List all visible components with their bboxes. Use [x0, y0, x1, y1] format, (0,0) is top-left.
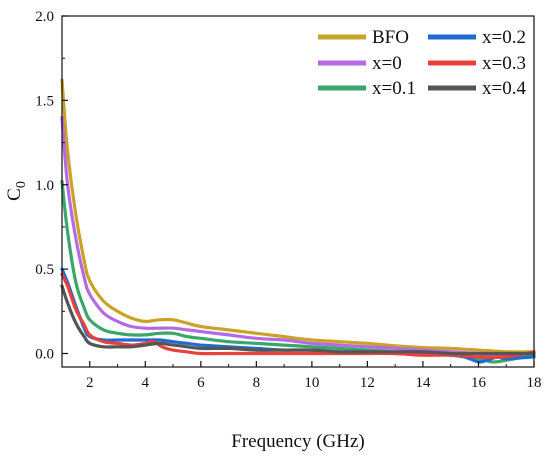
x-tick-label: 18: [527, 375, 542, 391]
x-tick-label: 8: [253, 375, 261, 391]
series-line-bfo: [60, 78, 536, 354]
y-tick-label: 0.0: [35, 347, 54, 363]
x-tick-label: 14: [415, 375, 431, 391]
y-axis-title-main: C: [4, 188, 25, 201]
x-tick-label: 16: [471, 375, 487, 391]
y-axis-title: C0: [4, 181, 29, 201]
series-line-x-0-4: [60, 284, 536, 356]
legend-label: x=0.3: [482, 53, 526, 74]
legend-label: x=0.2: [482, 27, 526, 48]
ticks-layer: 2 4 6 8 10 12 14 16 18 0.0 0.5 1.0 1.5 2.0: [35, 9, 541, 391]
legend-label: x=0.4: [482, 78, 526, 99]
x-tick-label: 2: [86, 375, 94, 391]
y-tick-label: 2.0: [35, 9, 54, 25]
y-tick-label: 1.0: [35, 178, 54, 194]
legend-label: x=0: [372, 53, 402, 74]
y-tick-label: 0.5: [35, 262, 54, 278]
plot-frame: [61, 15, 535, 368]
series-line-x-0: [60, 115, 536, 357]
series-line-x-0-1: [60, 179, 536, 364]
x-tick-label: 4: [142, 375, 150, 391]
y-axis-title-subscript: 0: [14, 181, 29, 188]
series-layer: [60, 78, 536, 364]
x-axis-title: Frequency (GHz): [231, 431, 364, 452]
legend: BFO x=0 x=0.1 x=0.2 x=0.3 x=0.4: [318, 27, 526, 99]
legend-label: x=0.1: [372, 78, 416, 99]
x-tick-label: 6: [197, 375, 205, 391]
x-tick-label: 10: [304, 375, 319, 391]
series-line-x-0-3: [60, 272, 536, 359]
x-tick-label: 12: [360, 375, 375, 391]
legend-label: BFO: [372, 27, 409, 48]
y-tick-label: 1.5: [35, 93, 54, 109]
